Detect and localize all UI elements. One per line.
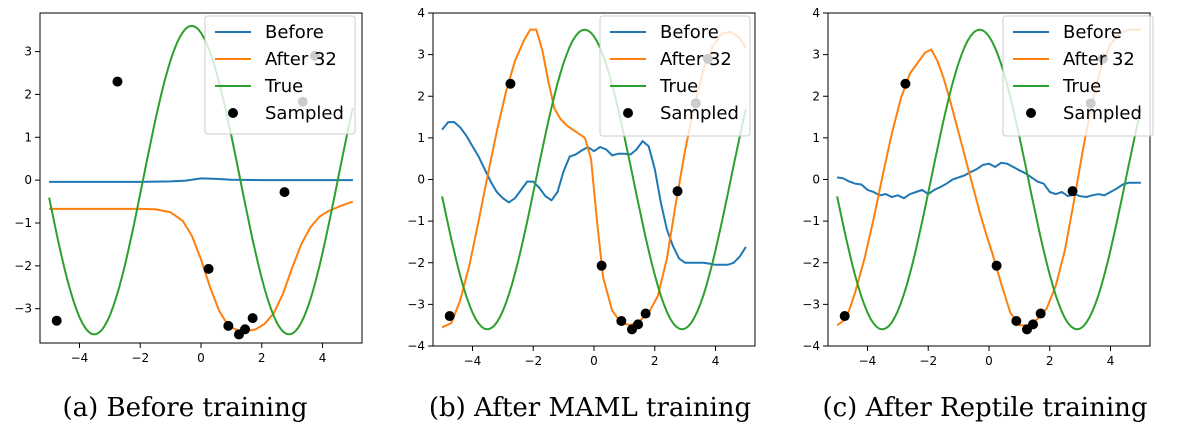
y-tick-label: 3 (812, 48, 820, 62)
legend: Before After 32 True Sampled (599, 15, 751, 137)
series-line-before (49, 177, 353, 183)
x-tick-label: −4 (71, 351, 89, 365)
legend-box (1002, 15, 1154, 137)
sampled-point (1035, 308, 1046, 319)
y-tick-label: −1 (407, 214, 425, 228)
x-tick-label: 2 (258, 351, 266, 365)
sampled-point (991, 260, 1002, 271)
y-tick-label: 1 (417, 131, 425, 145)
y-tick-label: 2 (812, 89, 820, 103)
legend: Before After 32 True Sampled (204, 15, 356, 135)
series-line-true (441, 28, 747, 331)
legend-label: Sampled (660, 103, 739, 124)
series-line-after-32 (49, 200, 354, 333)
legend-box (204, 15, 356, 135)
x-tick-label: −2 (524, 354, 542, 368)
sampled-point (596, 260, 607, 271)
series-line-before (836, 161, 1141, 200)
legend-label: True (264, 76, 303, 97)
sampled-point (51, 315, 62, 326)
series-line-after-32 (836, 28, 1141, 327)
sampled-point (444, 311, 455, 322)
panel-before-training: (a) Before training −4 −2 0 2 4 −3 −2 −1 0 1 2 3 Bef… (14, 12, 363, 423)
x-tick-label: 0 (590, 354, 598, 368)
sampled-point (1011, 316, 1022, 327)
series-line-true (836, 28, 1142, 331)
legend-label: True (1062, 76, 1101, 97)
sampled-point (640, 308, 651, 319)
legend-label: After 32 (660, 49, 732, 70)
sampled-point (112, 76, 123, 87)
legend-label: Sampled (1063, 103, 1142, 124)
legend-marker (228, 108, 238, 118)
legend-label: After 32 (1063, 49, 1135, 70)
y-tick-label: −1 (14, 216, 32, 230)
sampled-point (839, 311, 850, 322)
y-tick-label: −4 (407, 339, 425, 353)
y-tick-label: −3 (407, 297, 425, 311)
y-tick-label: 1 (812, 131, 820, 145)
y-tick-label: 3 (24, 45, 32, 59)
y-tick-label: −4 (802, 339, 820, 353)
y-tick-label: 0 (24, 173, 32, 187)
legend-label: Sampled (265, 103, 344, 124)
sampled-point (279, 187, 290, 198)
y-tick-label: 1 (24, 130, 32, 144)
series-line-true (48, 24, 354, 336)
sampled-point (1028, 319, 1039, 330)
sampled-point (247, 313, 258, 324)
y-tick-label: −2 (802, 256, 820, 270)
series-line-before (441, 121, 747, 266)
y-tick-label: −3 (802, 297, 820, 311)
y-tick-label: 0 (417, 173, 425, 187)
y-tick-label: 4 (417, 6, 425, 20)
y-tick-label: 3 (417, 48, 425, 62)
y-tick-label: −2 (14, 259, 32, 273)
x-tick-label: 4 (319, 351, 327, 365)
sampled-point (672, 186, 683, 197)
y-tick-label: −1 (802, 214, 820, 228)
panel-after-maml-training: (b) After MAML training −4 −2 0 2 4 −4 −3 −2 −1 0… (407, 6, 756, 423)
y-tick-label: −2 (407, 256, 425, 270)
sampled-point (633, 319, 644, 330)
x-tick-label: −2 (919, 354, 937, 368)
y-tick-label: 4 (812, 6, 820, 20)
sampled-point (505, 78, 516, 89)
legend-box (599, 15, 751, 137)
x-tick-label: −4 (859, 354, 877, 368)
sampled-point (900, 78, 911, 89)
panel-caption: (c) After Reptile training (822, 393, 1147, 423)
y-tick-label: 2 (24, 87, 32, 101)
sampled-point (616, 316, 627, 327)
legend-label: True (659, 76, 698, 97)
y-tick-label: 0 (812, 173, 820, 187)
sampled-point (223, 320, 234, 331)
x-tick-label: 0 (197, 351, 205, 365)
panel-caption: (b) After MAML training (429, 393, 751, 423)
panel-caption: (a) Before training (62, 393, 307, 423)
legend-marker (1026, 108, 1036, 118)
legend-label: Before (1063, 22, 1122, 43)
x-tick-label: 2 (1046, 354, 1054, 368)
y-tick-label: −3 (14, 302, 32, 316)
sampled-point (1067, 186, 1078, 197)
panel-after-reptile-training: (c) After Reptile training −4 −2 0 2 4 −4 −3 −2… (802, 6, 1154, 423)
legend-label: Before (660, 22, 719, 43)
y-tick-label: 2 (417, 89, 425, 103)
x-tick-label: 0 (985, 354, 993, 368)
plot-area (836, 28, 1142, 335)
legend-label: After 32 (265, 49, 337, 70)
sampled-point (240, 324, 251, 335)
x-tick-label: 2 (651, 354, 659, 368)
legend: Before After 32 True Sampled (1002, 15, 1154, 137)
x-tick-label: −4 (464, 354, 482, 368)
x-tick-label: −2 (131, 351, 149, 365)
legend-marker (623, 108, 633, 118)
sampled-point (203, 263, 214, 274)
x-tick-label: 4 (1107, 354, 1115, 368)
legend-label: Before (265, 22, 324, 43)
x-tick-label: 4 (712, 354, 720, 368)
